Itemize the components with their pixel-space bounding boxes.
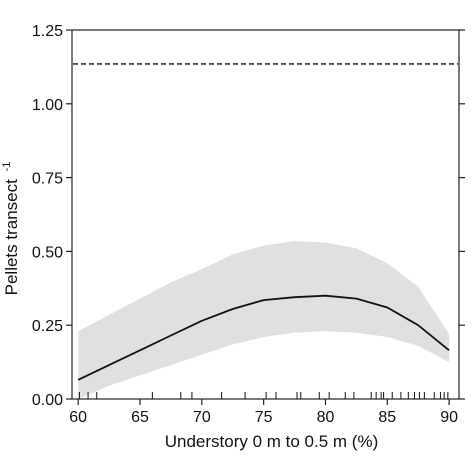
- y-tick-label: 0.75: [32, 171, 63, 188]
- x-tick-label: 65: [131, 409, 149, 426]
- y-axis-ticks: 0.00 0.25 0.50 0.75 1.00 1.25: [32, 23, 465, 409]
- fitted-line-layer: [77, 294, 450, 381]
- x-tick-label: 80: [317, 409, 335, 426]
- y-tick-label: 0.25: [32, 318, 63, 335]
- y-tick-label: 0.00: [32, 392, 63, 409]
- rug-layer: [78, 392, 449, 399]
- fitted-line: [77, 294, 450, 381]
- x-tick-label: 70: [193, 409, 211, 426]
- y-axis-label-superscript: -1: [1, 162, 13, 172]
- x-tick-label: 90: [440, 409, 458, 426]
- y-axis-label-text: Pellets transect: [2, 179, 21, 295]
- x-axis-label: Understory 0 m to 0.5 m (%): [165, 432, 379, 451]
- y-tick-label: 0.50: [32, 244, 63, 261]
- confidence-band-layer: [78, 241, 450, 399]
- x-tick-label: 75: [255, 409, 273, 426]
- y-tick-label: 1.00: [32, 97, 63, 114]
- x-axis-ticks: 60 65 70 75 80 85 90: [69, 399, 458, 426]
- x-tick-label: 60: [69, 409, 87, 426]
- confidence-band: [78, 241, 450, 399]
- plot-frame: [71, 29, 460, 400]
- y-axis-label: Pellets transect -1: [1, 162, 21, 296]
- x-tick-label: 85: [378, 409, 396, 426]
- y-tick-label: 1.25: [32, 23, 63, 40]
